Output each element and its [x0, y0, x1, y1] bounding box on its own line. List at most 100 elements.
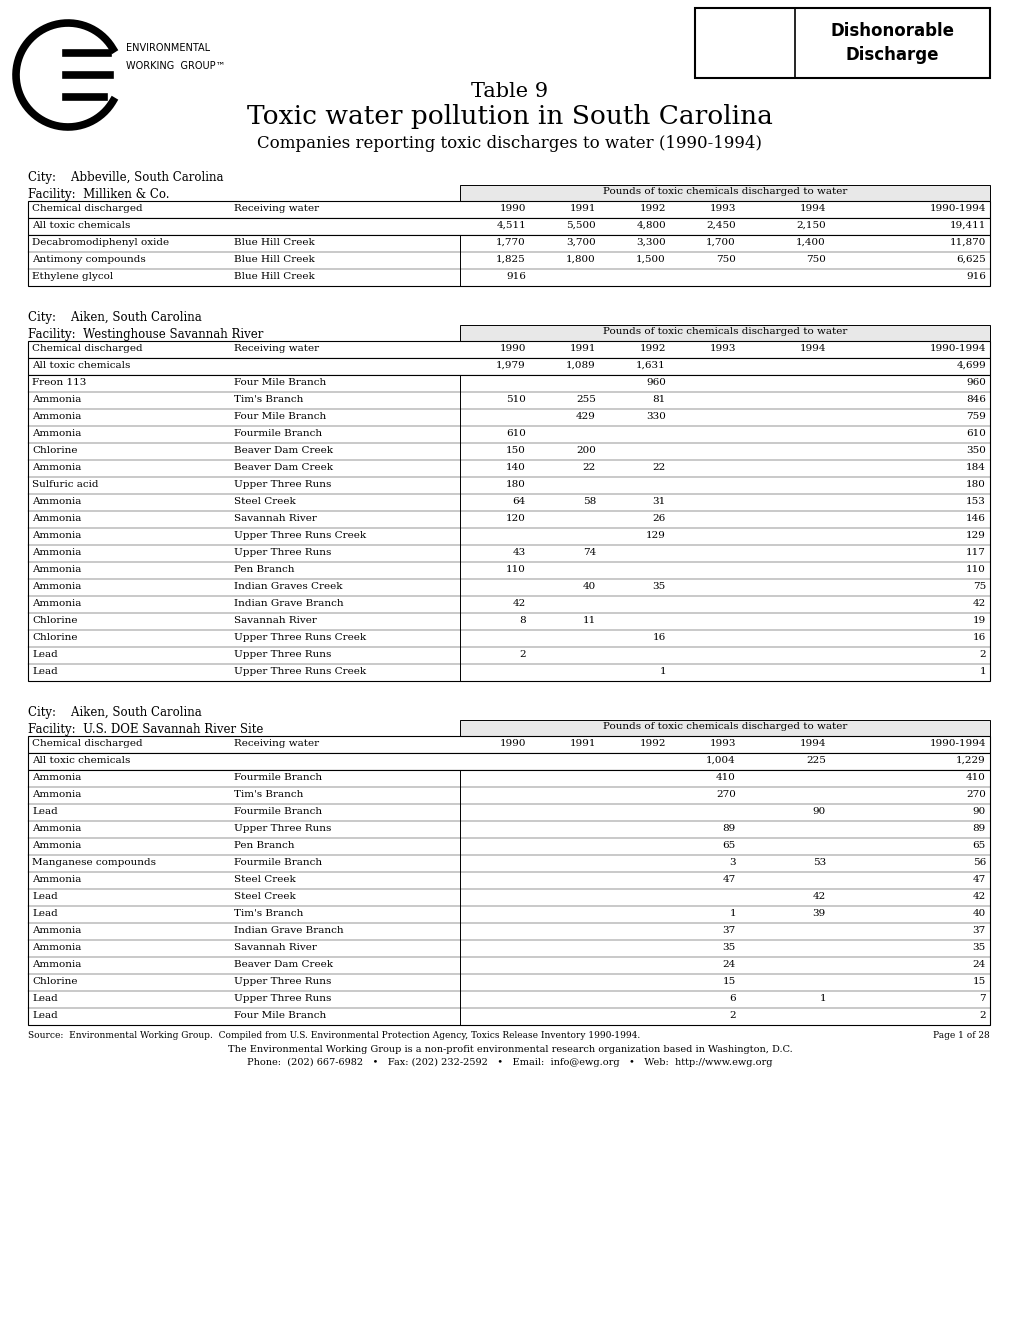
Text: 1990: 1990: [499, 205, 526, 213]
Bar: [28, 358, 989, 375]
Text: Upper Three Runs: Upper Three Runs: [233, 977, 331, 986]
Text: 11,870: 11,870: [949, 238, 985, 247]
Text: Savannah River: Savannah River: [233, 616, 317, 624]
Text: 3,300: 3,300: [636, 238, 665, 247]
Text: Lead: Lead: [32, 667, 58, 676]
Text: Tim's Branch: Tim's Branch: [233, 395, 303, 404]
Text: Phone:  (202) 667-6982   •   Fax: (202) 232-2592   •   Email:  info@ewg.org   • : Phone: (202) 667-6982 • Fax: (202) 232-2…: [247, 1059, 772, 1067]
Text: 110: 110: [965, 565, 985, 574]
Text: 153: 153: [965, 498, 985, 506]
Text: Table 9: Table 9: [471, 82, 548, 102]
Text: 129: 129: [645, 531, 665, 540]
Text: Ammonia: Ammonia: [32, 395, 82, 404]
Text: 184: 184: [965, 463, 985, 473]
Text: Ammonia: Ammonia: [32, 429, 82, 438]
Text: 510: 510: [505, 395, 526, 404]
Text: 330: 330: [645, 412, 665, 421]
Text: Facility:  Milliken & Co.: Facility: Milliken & Co.: [28, 187, 169, 201]
Text: Beaver Dam Creek: Beaver Dam Creek: [233, 463, 332, 473]
Text: Upper Three Runs Creek: Upper Three Runs Creek: [233, 634, 366, 642]
Text: Chemical discharged: Chemical discharged: [32, 205, 143, 213]
Text: Pounds of toxic chemicals discharged to water: Pounds of toxic chemicals discharged to …: [602, 722, 847, 731]
Bar: [460, 185, 989, 201]
Text: Lead: Lead: [32, 807, 58, 816]
Text: 1992: 1992: [639, 345, 665, 352]
Text: 1992: 1992: [639, 739, 665, 748]
Text: 120: 120: [505, 513, 526, 523]
Text: 1,700: 1,700: [705, 238, 736, 247]
Text: 65: 65: [722, 841, 736, 850]
Text: Indian Graves Creek: Indian Graves Creek: [233, 582, 342, 591]
Text: Upper Three Runs: Upper Three Runs: [233, 824, 331, 833]
Text: 81: 81: [652, 395, 665, 404]
Text: 1,500: 1,500: [636, 255, 665, 264]
Text: 916: 916: [965, 272, 985, 281]
Text: Chlorine: Chlorine: [32, 616, 77, 624]
Text: 35: 35: [972, 942, 985, 952]
Text: Pounds of toxic chemicals discharged to water: Pounds of toxic chemicals discharged to …: [602, 187, 847, 195]
Text: 1,979: 1,979: [496, 360, 526, 370]
Text: Steel Creek: Steel Creek: [233, 892, 296, 902]
Bar: [28, 752, 989, 770]
Text: 19,411: 19,411: [949, 220, 985, 230]
Text: 1,770: 1,770: [496, 238, 526, 247]
Text: 24: 24: [972, 960, 985, 969]
Text: Tim's Branch: Tim's Branch: [233, 789, 303, 799]
Text: 255: 255: [576, 395, 595, 404]
Text: Receiving water: Receiving water: [233, 345, 319, 352]
Text: Savannah River: Savannah River: [233, 513, 317, 523]
Text: Tim's Branch: Tim's Branch: [233, 909, 303, 917]
Text: Upper Three Runs: Upper Three Runs: [233, 548, 331, 557]
Text: 19: 19: [972, 616, 985, 624]
Text: 35: 35: [652, 582, 665, 591]
Text: 7: 7: [978, 994, 985, 1003]
Text: Blue Hill Creek: Blue Hill Creek: [233, 272, 315, 281]
Text: Fourmile Branch: Fourmile Branch: [233, 807, 322, 816]
Text: Manganese compounds: Manganese compounds: [32, 858, 156, 867]
Text: Receiving water: Receiving water: [233, 205, 319, 213]
Text: Upper Three Runs Creek: Upper Three Runs Creek: [233, 531, 366, 540]
Text: 2: 2: [729, 1011, 736, 1020]
Text: Ammonia: Ammonia: [32, 513, 82, 523]
Text: 225: 225: [805, 756, 825, 766]
Text: Beaver Dam Creek: Beaver Dam Creek: [233, 960, 332, 969]
Text: Pen Branch: Pen Branch: [233, 841, 294, 850]
Text: 610: 610: [965, 429, 985, 438]
Text: 410: 410: [965, 774, 985, 781]
Text: 40: 40: [582, 582, 595, 591]
Text: 1993: 1993: [709, 739, 736, 748]
Text: Indian Grave Branch: Indian Grave Branch: [233, 599, 343, 609]
Text: 31: 31: [652, 498, 665, 506]
Text: 90: 90: [812, 807, 825, 816]
Text: 3,700: 3,700: [566, 238, 595, 247]
Text: Ammonia: Ammonia: [32, 942, 82, 952]
Text: Chemical discharged: Chemical discharged: [32, 739, 143, 748]
Text: 2: 2: [519, 649, 526, 659]
Text: All toxic chemicals: All toxic chemicals: [32, 360, 130, 370]
Text: 2: 2: [978, 649, 985, 659]
Text: 3: 3: [729, 858, 736, 867]
Text: Ammonia: Ammonia: [32, 582, 82, 591]
Bar: [28, 341, 989, 358]
Text: Chlorine: Chlorine: [32, 977, 77, 986]
Text: 750: 750: [805, 255, 825, 264]
Text: 1994: 1994: [799, 345, 825, 352]
Text: 2,450: 2,450: [705, 220, 736, 230]
Text: Upper Three Runs: Upper Three Runs: [233, 649, 331, 659]
Text: 1991: 1991: [569, 345, 595, 352]
Bar: [28, 235, 989, 286]
Text: Decabromodiphenyl oxide: Decabromodiphenyl oxide: [32, 238, 169, 247]
Bar: [28, 375, 989, 681]
Text: 117: 117: [965, 548, 985, 557]
Text: Fourmile Branch: Fourmile Branch: [233, 429, 322, 438]
Text: 75: 75: [972, 582, 985, 591]
Text: 1991: 1991: [569, 205, 595, 213]
Text: 4,511: 4,511: [496, 220, 526, 230]
Text: 65: 65: [972, 841, 985, 850]
Text: All toxic chemicals: All toxic chemicals: [32, 756, 130, 766]
Text: 16: 16: [652, 634, 665, 642]
Text: Ethylene glycol: Ethylene glycol: [32, 272, 113, 281]
Text: 2,150: 2,150: [796, 220, 825, 230]
Text: 22: 22: [652, 463, 665, 473]
Bar: [28, 737, 989, 752]
